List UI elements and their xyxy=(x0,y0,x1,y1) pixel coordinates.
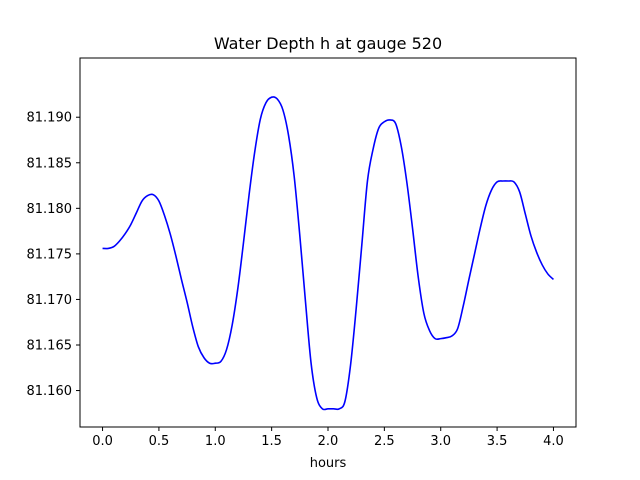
x-axis-label: hours xyxy=(310,456,347,471)
y-tick-label: 81.165 xyxy=(27,339,73,354)
y-axis-ticks: 81.160 81.165 81.170 81.175 81.180 81.185 81.1… xyxy=(27,111,80,399)
series-layer xyxy=(102,96,555,411)
x-tick-label: 2.0 xyxy=(318,434,339,449)
x-tick-label: 2.5 xyxy=(374,434,395,449)
x-tick-label: 4.0 xyxy=(543,434,564,449)
y-tick-label: 81.190 xyxy=(27,111,73,126)
series-line xyxy=(102,96,555,411)
x-axis-ticks: 0.0 0.5 1.0 1.5 2.0 2.5 3.0 3.5 4.0 xyxy=(92,427,564,449)
x-tick-label: 3.0 xyxy=(430,434,451,449)
x-tick-label: 1.5 xyxy=(261,434,282,449)
x-tick-label: 1.0 xyxy=(205,434,226,449)
x-tick-label: 3.5 xyxy=(487,434,508,449)
y-tick-label: 81.185 xyxy=(27,156,73,171)
y-tick-label: 81.180 xyxy=(27,202,73,217)
y-tick-label: 81.170 xyxy=(27,293,73,308)
chart-title: Water Depth h at gauge 520 xyxy=(214,34,442,53)
x-tick-label: 0.0 xyxy=(92,434,113,449)
y-tick-label: 81.175 xyxy=(27,247,73,262)
plot-frame xyxy=(79,57,577,428)
y-tick-label: 81.160 xyxy=(27,384,73,399)
x-tick-label: 0.5 xyxy=(149,434,170,449)
